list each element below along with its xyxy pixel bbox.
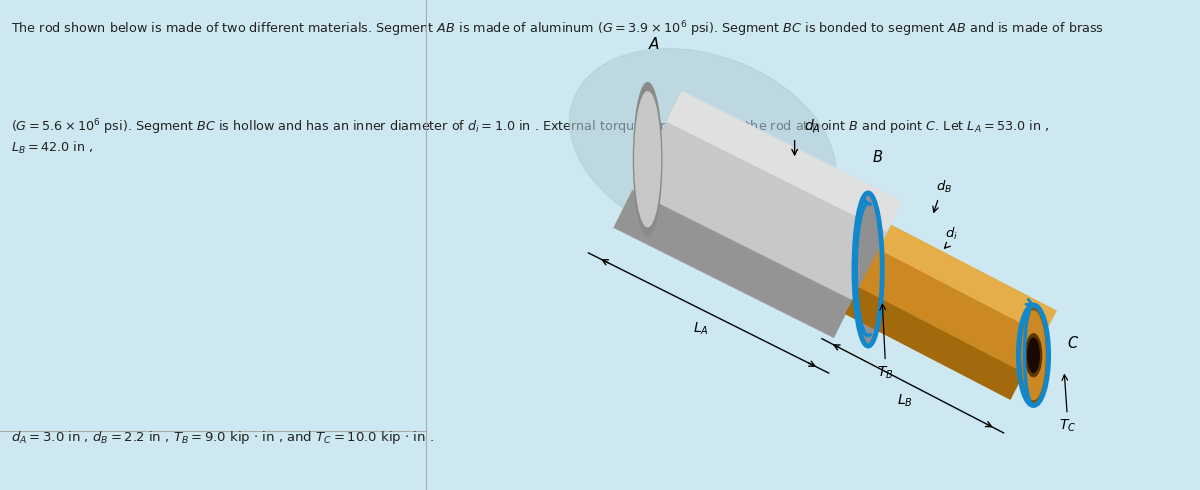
Text: $T_B$: $T_B$ [877, 365, 894, 381]
Text: $L_B$: $L_B$ [896, 393, 913, 409]
Ellipse shape [635, 92, 660, 226]
Text: ($G = 5.6 \times 10^6$ psi). Segment $BC$ is hollow and has an inner diameter of: ($G = 5.6 \times 10^6$ psi). Segment $BC… [11, 118, 1049, 156]
Ellipse shape [570, 49, 836, 245]
Ellipse shape [1020, 305, 1048, 405]
Ellipse shape [1022, 311, 1045, 399]
Polygon shape [845, 225, 1057, 400]
Text: $d_A$: $d_A$ [804, 117, 821, 135]
Text: The rod shown below is made of two different materials. Segment $AB$ is made of : The rod shown below is made of two diffe… [11, 20, 1104, 39]
Polygon shape [878, 225, 1057, 335]
Text: $A$: $A$ [648, 36, 660, 52]
Text: $L_A$: $L_A$ [694, 320, 709, 337]
Text: $d_B$: $d_B$ [936, 179, 952, 195]
Polygon shape [613, 91, 902, 338]
Text: $T_C$: $T_C$ [1058, 417, 1076, 434]
Text: $d_i$: $d_i$ [944, 226, 958, 242]
Ellipse shape [634, 83, 661, 236]
Polygon shape [613, 190, 853, 338]
Text: $B$: $B$ [871, 149, 883, 166]
Polygon shape [666, 91, 902, 232]
Ellipse shape [856, 193, 881, 346]
Text: $d_A = 3.0$ in , $d_B = 2.2$ in , $T_B = 9.0$ kip $\cdot$ in , and $T_C = 10.0$ : $d_A = 3.0$ in , $d_B = 2.2$ in , $T_B =… [11, 429, 433, 446]
Ellipse shape [1027, 338, 1039, 372]
Text: $C$: $C$ [1067, 335, 1079, 351]
Ellipse shape [1025, 334, 1042, 377]
Polygon shape [845, 287, 1025, 400]
